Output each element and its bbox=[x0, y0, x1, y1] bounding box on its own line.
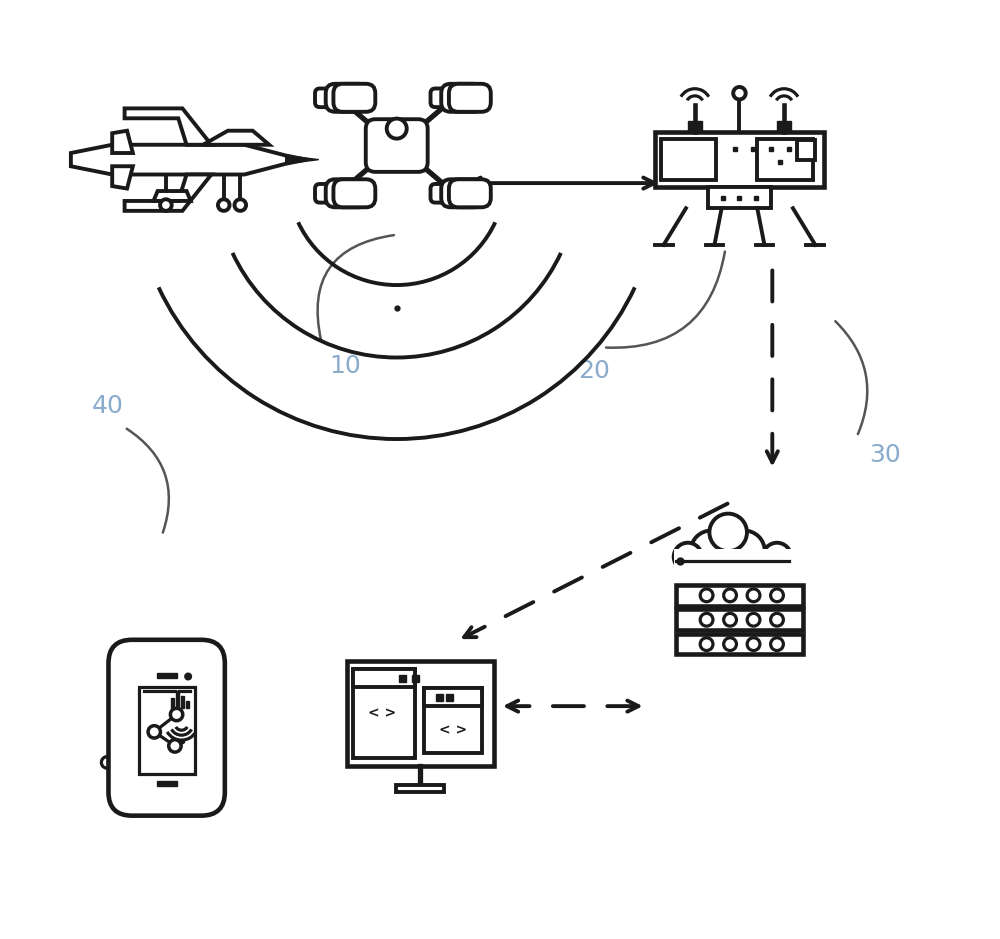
Bar bbox=[757, 139, 813, 179]
Circle shape bbox=[169, 740, 181, 752]
FancyBboxPatch shape bbox=[326, 84, 368, 112]
FancyBboxPatch shape bbox=[333, 84, 375, 112]
Circle shape bbox=[160, 199, 172, 211]
FancyBboxPatch shape bbox=[431, 88, 478, 107]
FancyBboxPatch shape bbox=[326, 179, 368, 208]
Bar bbox=[157, 673, 177, 678]
Text: 10: 10 bbox=[329, 354, 361, 378]
Bar bbox=[708, 187, 771, 208]
Bar bbox=[186, 701, 189, 708]
Circle shape bbox=[700, 638, 713, 651]
FancyBboxPatch shape bbox=[441, 84, 483, 112]
Circle shape bbox=[709, 514, 747, 551]
Circle shape bbox=[747, 638, 760, 651]
Circle shape bbox=[387, 118, 407, 139]
Circle shape bbox=[101, 757, 113, 768]
Bar bbox=[424, 688, 482, 753]
Bar bbox=[396, 785, 444, 793]
Bar bbox=[436, 694, 443, 700]
Polygon shape bbox=[112, 131, 133, 153]
Text: 20: 20 bbox=[578, 359, 610, 383]
FancyBboxPatch shape bbox=[333, 179, 375, 208]
Circle shape bbox=[733, 87, 746, 100]
Circle shape bbox=[148, 726, 160, 738]
Text: 30: 30 bbox=[869, 443, 901, 468]
Circle shape bbox=[771, 638, 783, 651]
FancyBboxPatch shape bbox=[315, 184, 363, 203]
Bar bbox=[171, 698, 174, 708]
Circle shape bbox=[747, 613, 760, 626]
Bar bbox=[139, 687, 195, 774]
Polygon shape bbox=[71, 145, 306, 175]
FancyBboxPatch shape bbox=[366, 119, 428, 172]
Circle shape bbox=[747, 589, 760, 602]
Bar bbox=[157, 780, 177, 786]
Bar bbox=[176, 691, 179, 708]
Circle shape bbox=[771, 589, 783, 602]
Circle shape bbox=[763, 543, 791, 571]
Bar bbox=[676, 609, 803, 630]
Circle shape bbox=[170, 708, 183, 721]
Bar bbox=[446, 694, 453, 700]
Text: < >: < > bbox=[368, 706, 396, 719]
FancyBboxPatch shape bbox=[449, 84, 491, 112]
FancyBboxPatch shape bbox=[108, 639, 225, 816]
Circle shape bbox=[724, 589, 736, 602]
Bar bbox=[424, 688, 482, 706]
Bar bbox=[674, 549, 805, 574]
Polygon shape bbox=[125, 175, 211, 211]
FancyBboxPatch shape bbox=[315, 88, 363, 107]
Circle shape bbox=[724, 613, 736, 626]
Circle shape bbox=[218, 199, 230, 211]
Bar bbox=[777, 121, 791, 131]
FancyBboxPatch shape bbox=[449, 179, 491, 208]
Polygon shape bbox=[154, 191, 191, 201]
Circle shape bbox=[771, 613, 783, 626]
Polygon shape bbox=[125, 108, 211, 145]
Bar bbox=[353, 670, 415, 686]
Circle shape bbox=[723, 531, 765, 572]
Circle shape bbox=[691, 531, 732, 572]
Bar bbox=[797, 141, 815, 161]
Circle shape bbox=[700, 613, 713, 626]
Bar bbox=[655, 131, 824, 187]
Bar bbox=[676, 585, 803, 606]
Bar bbox=[347, 661, 494, 766]
Bar bbox=[688, 121, 702, 131]
Bar bbox=[676, 634, 803, 654]
Text: 40: 40 bbox=[92, 393, 123, 418]
Polygon shape bbox=[286, 156, 319, 163]
Bar bbox=[412, 674, 419, 682]
Bar bbox=[399, 674, 406, 682]
Bar bbox=[661, 139, 716, 179]
Circle shape bbox=[700, 589, 713, 602]
Bar bbox=[353, 670, 415, 758]
FancyBboxPatch shape bbox=[441, 179, 483, 208]
Text: < >: < > bbox=[439, 723, 467, 737]
Circle shape bbox=[234, 199, 246, 211]
Circle shape bbox=[724, 638, 736, 651]
Polygon shape bbox=[112, 166, 133, 189]
FancyBboxPatch shape bbox=[431, 184, 478, 203]
Polygon shape bbox=[203, 131, 269, 145]
Bar bbox=[181, 697, 184, 708]
Circle shape bbox=[674, 543, 702, 571]
Circle shape bbox=[185, 673, 191, 680]
